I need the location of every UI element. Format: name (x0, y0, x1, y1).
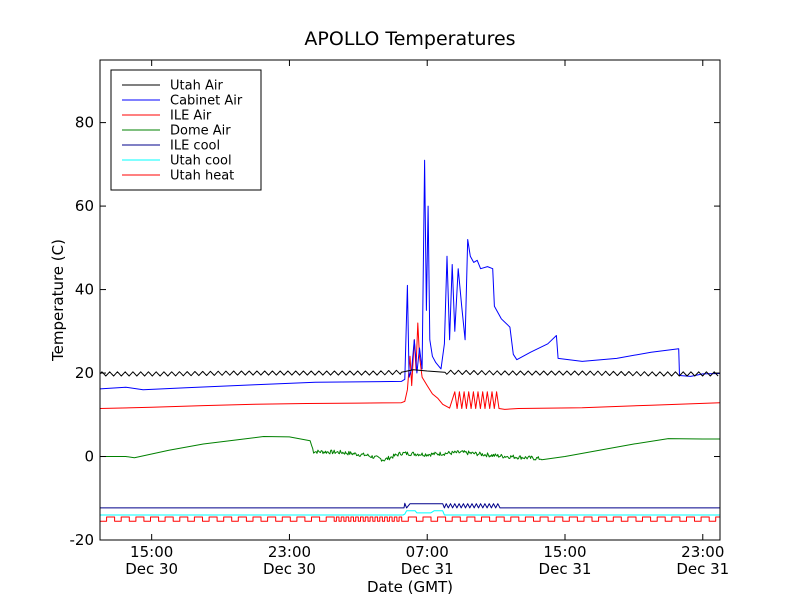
y-tick-label: 20 (75, 364, 94, 382)
chart-title: APOLLO Temperatures (304, 28, 515, 50)
x-axis-label: Date (GMT) (367, 578, 453, 596)
x-tick-label-time: 15:00 (543, 543, 586, 561)
legend-label: Utah Air (170, 79, 223, 94)
x-tick-label-date: Dec 30 (125, 560, 178, 578)
legend-label: Dome Air (170, 124, 231, 139)
y-tick-label: -20 (70, 531, 95, 549)
legend-label: ILE Air (170, 109, 212, 124)
y-tick-label: 80 (75, 114, 94, 132)
series-line-ile-air (100, 322, 720, 410)
x-tick-label-date: Dec 30 (263, 560, 316, 578)
series-line-utah-heat (100, 516, 720, 522)
x-tick-label-date: Dec 31 (401, 560, 454, 578)
y-tick-label: 40 (75, 281, 94, 299)
plot-frame (99, 59, 721, 541)
y-tick-label: 0 (84, 448, 94, 466)
legend-label: Utah heat (170, 169, 234, 184)
series-line-cabinet-air (100, 159, 720, 391)
series-line-ile-cool (100, 502, 720, 509)
series-line-utah-air (100, 369, 719, 377)
x-tick-label-time: 23:00 (681, 543, 724, 561)
legend-label: ILE cool (170, 139, 220, 154)
legend-label: Utah cool (170, 154, 232, 169)
series-line-dome-air (100, 436, 720, 462)
y-tick-label: 60 (75, 197, 94, 215)
plot-lines (100, 159, 720, 522)
x-tick-label-date: Dec 31 (676, 560, 729, 578)
x-tick-label-date: Dec 31 (539, 560, 592, 578)
x-tick-label-time: 23:00 (268, 543, 311, 561)
x-tick-label-time: 15:00 (130, 543, 173, 561)
legend-label: Cabinet Air (170, 94, 243, 109)
series-line-utah-cool (100, 510, 720, 516)
x-tick-label-time: 07:00 (406, 543, 449, 561)
y-axis-label: Temperature (C) (49, 239, 67, 362)
